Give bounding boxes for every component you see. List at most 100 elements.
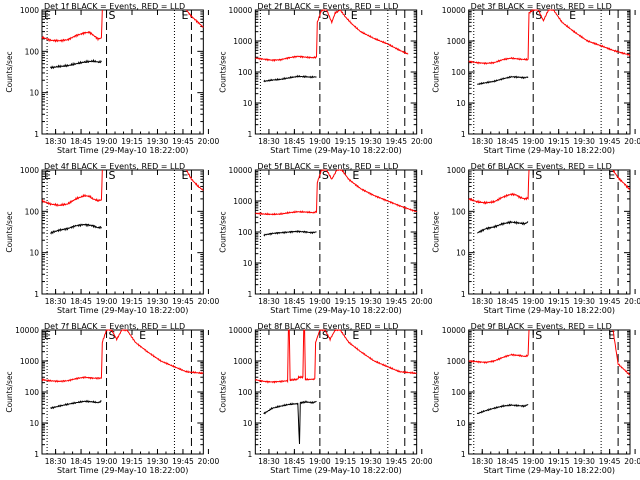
panel-det-9f: Det 9f BLACK = Events, RED = LLD 1 10 100 10… (432, 322, 640, 475)
x-tick-label: 19:15 (335, 137, 357, 146)
x-tick-label: 20:00 (411, 457, 433, 466)
x-tick-label: 18:45 (497, 457, 519, 466)
panel-title: Det 2f BLACK = Events, RED = LLD (257, 2, 398, 11)
event-marker-label: E (608, 329, 615, 342)
x-tick-label: 19:00 (522, 457, 544, 466)
y-tick-label: 1000 (20, 166, 39, 175)
panel-det-3f: Det 3f BLACK = Events, RED = LLD 1 10 100 10… (432, 2, 640, 155)
y-tick-label: 10000 (15, 326, 39, 335)
x-axis-label: Start Time (29-May-10 18:22:00) (57, 466, 188, 475)
y-tick-label: 10 (29, 419, 39, 428)
series-lld (255, 9, 409, 62)
x-tick-label: 18:45 (284, 297, 306, 306)
plot-frame (41, 329, 204, 455)
series-lld (468, 8, 631, 65)
series-lld (41, 169, 103, 207)
y-axis-label: Counts/sec (5, 211, 14, 252)
x-tick-label: 18:30 (471, 457, 493, 466)
series-events (50, 399, 102, 410)
series-events (476, 75, 529, 85)
plot-frame (254, 9, 418, 135)
y-tick-label: 10 (243, 259, 253, 268)
x-axis-label: Start Time (29-May-10 18:22:00) (270, 306, 401, 315)
y-tick-label: 1 (34, 290, 39, 299)
x-tick-label: 19:30 (573, 137, 595, 146)
y-tick-label: 1000 (233, 37, 252, 46)
x-tick-label: 18:45 (284, 457, 306, 466)
x-tick-label: 19:45 (172, 137, 194, 146)
series-lld_late (185, 169, 204, 191)
y-tick-label: 1 (34, 130, 39, 139)
y-tick-label: 100 (451, 388, 466, 397)
panel-det-8f: Det 8f BLACK = Events, RED = LLD 1 10 100 10… (218, 322, 432, 475)
y-tick-label: 10 (456, 249, 466, 258)
y-tick-label: 1000 (447, 357, 466, 366)
x-axis-label: Start Time (29-May-10 18:22:00) (484, 466, 615, 475)
x-tick-label: 18:45 (497, 137, 519, 146)
x-tick-label: 19:15 (335, 297, 357, 306)
x-tick-label: 19:15 (548, 457, 570, 466)
x-tick-label: 18:30 (45, 457, 67, 466)
panel-title: Det 3f BLACK = Events, RED = LLD (471, 2, 612, 11)
x-tick-label: 19:30 (573, 297, 595, 306)
y-tick-label: 1 (248, 290, 253, 299)
x-tick-label: 18:30 (471, 297, 493, 306)
panel-title: Det 9f BLACK = Events, RED = LLD (471, 322, 612, 331)
y-tick-label: 100 (238, 228, 253, 237)
x-tick-label: 18:45 (70, 457, 92, 466)
x-tick-label: 20:00 (624, 137, 640, 146)
y-tick-label: 100 (451, 207, 466, 216)
event-marker-label: E (352, 329, 359, 342)
x-tick-label: 19:00 (309, 457, 331, 466)
y-tick-label: 1 (461, 130, 466, 139)
y-tick-label: 1000 (20, 6, 39, 15)
x-tick-label: 19:15 (548, 137, 570, 146)
y-tick-label: 1 (248, 130, 253, 139)
y-tick-label: 10 (29, 89, 39, 98)
series-lld_late (185, 9, 204, 28)
y-tick-label: 1000 (447, 166, 466, 175)
x-tick-label: 19:45 (599, 297, 621, 306)
event-marker-label: S (109, 329, 116, 342)
x-tick-label: 19:30 (360, 297, 382, 306)
y-tick-label: 1 (461, 450, 466, 459)
y-tick-label: 1000 (20, 357, 39, 366)
x-axis-label: Start Time (29-May-10 18:22:00) (484, 306, 615, 315)
y-tick-label: 100 (25, 47, 40, 56)
series-lld (255, 169, 418, 216)
series-lld_late (612, 329, 631, 376)
series-events (263, 400, 317, 445)
y-tick-label: 100 (25, 207, 40, 216)
y-tick-label: 1 (461, 290, 466, 299)
y-axis-label: Counts/sec (432, 371, 441, 412)
x-tick-label: 20:00 (198, 457, 220, 466)
event-marker-label: E (139, 329, 146, 342)
x-tick-label: 19:45 (385, 137, 407, 146)
y-tick-label: 100 (238, 388, 253, 397)
x-tick-label: 20:00 (411, 297, 433, 306)
x-tick-label: 19:00 (309, 297, 331, 306)
x-tick-label: 19:45 (172, 457, 194, 466)
y-tick-label: 100 (238, 68, 253, 77)
x-tick-label: 19:15 (121, 297, 143, 306)
x-tick-label: 19:45 (599, 137, 621, 146)
y-tick-label: 10000 (442, 326, 466, 335)
event-marker-label: S (322, 329, 329, 342)
x-tick-label: 18:30 (471, 137, 493, 146)
x-tick-label: 19:45 (385, 297, 407, 306)
x-tick-label: 18:30 (45, 297, 67, 306)
series-events (263, 230, 317, 237)
panel-title: Det 4f BLACK = Events, RED = LLD (44, 162, 185, 171)
panel-title: Det 5f BLACK = Events, RED = LLD (257, 162, 398, 171)
series-lld (468, 329, 530, 365)
y-axis-label: Counts/sec (5, 371, 14, 412)
x-tick-label: 19:15 (548, 297, 570, 306)
event-marker-label: E (182, 9, 189, 22)
y-axis-label: Counts/sec (218, 371, 227, 412)
event-marker-label: E (608, 169, 615, 182)
x-tick-label: 19:30 (147, 457, 169, 466)
plot-frame (468, 9, 631, 135)
panel-title: Det 6f BLACK = Events, RED = LLD (471, 162, 612, 171)
x-tick-label: 18:45 (284, 137, 306, 146)
